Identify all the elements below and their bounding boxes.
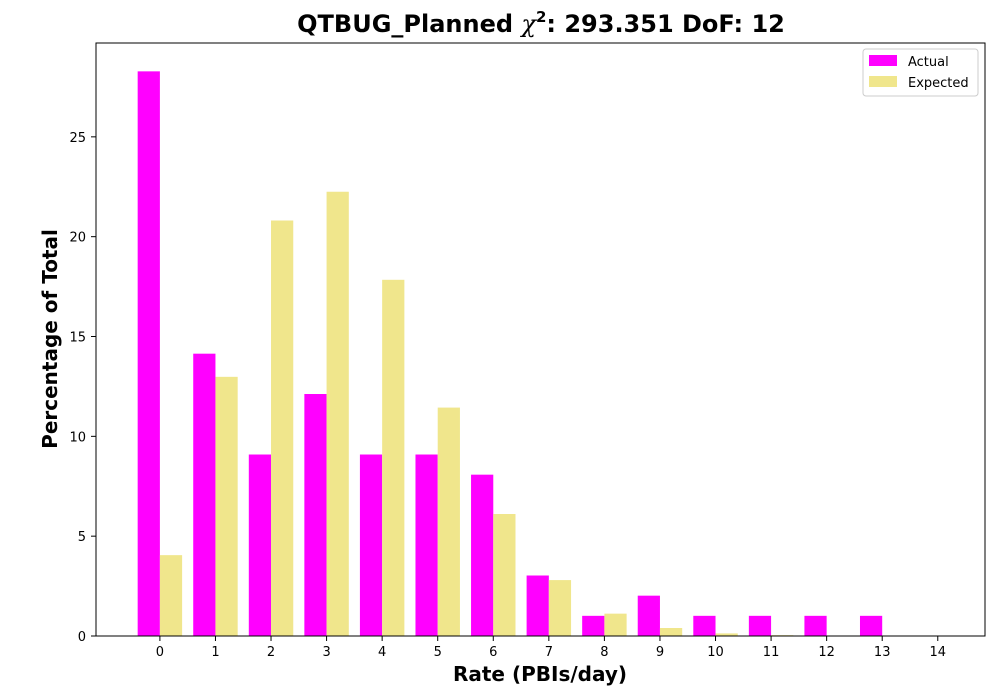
bar-actual-7 — [526, 575, 549, 636]
bar-expected-5 — [437, 407, 460, 636]
x-axis-ticks: 0 1 2 3 4 5 6 7 8 9 10 11 12 13 14 — [156, 636, 946, 660]
y-axis-ticks: 0 5 10 15 20 25 — [69, 131, 96, 645]
bar-expected-0 — [159, 555, 183, 636]
y-tick-label: 25 — [69, 131, 86, 146]
x-tick-label: 6 — [489, 645, 497, 660]
bar-expected-2 — [271, 220, 294, 636]
x-tick-label: 0 — [156, 645, 164, 660]
chart-title: QTBUG_Planned χ2: 293.351 DoF: 12 — [297, 8, 785, 38]
plot-frame — [95, 42, 986, 637]
legend-swatch-actual — [869, 55, 897, 66]
y-tick-label: 15 — [69, 331, 86, 346]
x-axis-label: Rate (PBIs/day) — [453, 662, 627, 686]
bar-expected-7 — [548, 580, 572, 636]
x-tick-label: 14 — [929, 645, 946, 660]
x-tick-label: 9 — [656, 645, 664, 660]
x-tick-label: 10 — [707, 645, 724, 660]
x-tick-label: 3 — [322, 645, 330, 660]
x-tick-label: 8 — [600, 645, 608, 660]
bar-expected-6 — [493, 514, 516, 636]
y-tick-label: 5 — [78, 530, 86, 545]
bar-actual-5 — [415, 454, 438, 636]
bar-actual-2 — [248, 454, 272, 636]
bar-actual-3 — [304, 394, 327, 636]
bar-expected-4 — [382, 279, 405, 636]
bar-expected-9 — [659, 628, 683, 636]
bar-actual-12 — [804, 615, 827, 636]
x-tick-label: 1 — [211, 645, 219, 660]
x-tick-label: 4 — [378, 645, 386, 660]
x-tick-label: 7 — [545, 645, 553, 660]
bar-expected-8 — [604, 613, 627, 636]
y-tick-label: 0 — [78, 630, 86, 645]
bar-actual-9 — [637, 595, 660, 636]
legend-label-expected: Expected — [908, 76, 969, 91]
x-tick-label: 5 — [434, 645, 442, 660]
bar-actual-10 — [693, 615, 716, 636]
x-tick-label: 11 — [763, 645, 780, 660]
bar-actual-13 — [859, 615, 883, 636]
bar-expected-3 — [326, 191, 349, 636]
bar-actual-0 — [137, 71, 160, 637]
bar-expected-10 — [715, 633, 738, 636]
bar-actual-11 — [748, 615, 772, 636]
y-tick-label: 20 — [69, 231, 86, 246]
x-tick-label: 13 — [874, 645, 891, 660]
bar-expected-1 — [215, 376, 238, 636]
legend-swatch-expected — [869, 76, 897, 87]
legend: Actual Expected — [862, 48, 979, 97]
legend-label-actual: Actual — [908, 55, 949, 70]
bar-actual-4 — [359, 454, 383, 636]
bar-actual-8 — [582, 615, 605, 636]
x-tick-label: 12 — [818, 645, 835, 660]
bars-layer — [137, 71, 883, 637]
bar-actual-1 — [193, 353, 216, 636]
bar-actual-6 — [471, 474, 494, 636]
y-axis-label: Percentage of Total — [38, 229, 62, 449]
x-tick-label: 2 — [267, 645, 275, 660]
y-tick-label: 10 — [69, 430, 86, 445]
